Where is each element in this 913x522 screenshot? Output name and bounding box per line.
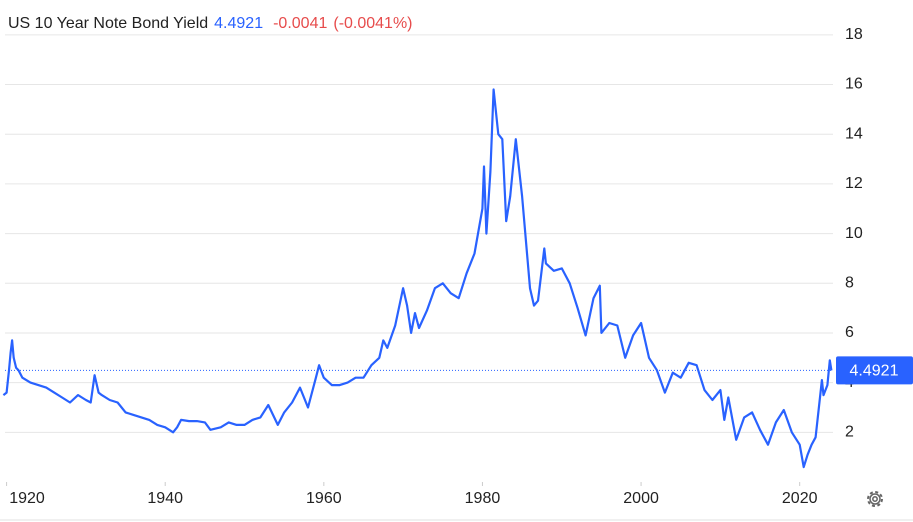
- settings-icon[interactable]: [867, 491, 883, 507]
- y-tick-label: 16: [845, 76, 863, 93]
- y-tick-label: 6: [845, 324, 854, 341]
- change: -0.0041: [273, 15, 327, 32]
- last-value: 4.4921: [214, 15, 263, 32]
- last-value-tag: [836, 356, 913, 385]
- chart-title: US 10 Year Note Bond Yield: [8, 15, 208, 32]
- x-tick-label: 1920: [9, 490, 45, 507]
- y-tick-label: 8: [845, 274, 854, 291]
- x-tick-label: 1960: [306, 490, 342, 507]
- x-tick-label: 1980: [465, 490, 501, 507]
- y-tick-label: 10: [845, 225, 863, 242]
- y-tick-label: 18: [845, 26, 863, 43]
- y-tick-label: 2: [845, 424, 854, 441]
- yield-line: [2, 88, 833, 469]
- y-tick-label: 12: [845, 175, 863, 192]
- change-percent: (-0.0041%): [333, 15, 412, 32]
- x-tick-label: 2020: [782, 490, 818, 507]
- x-tick-label: 1940: [147, 490, 183, 507]
- y-tick-label: 14: [845, 125, 863, 142]
- x-tick-label: 2000: [623, 490, 659, 507]
- last-value-label: 4.4921: [850, 363, 899, 380]
